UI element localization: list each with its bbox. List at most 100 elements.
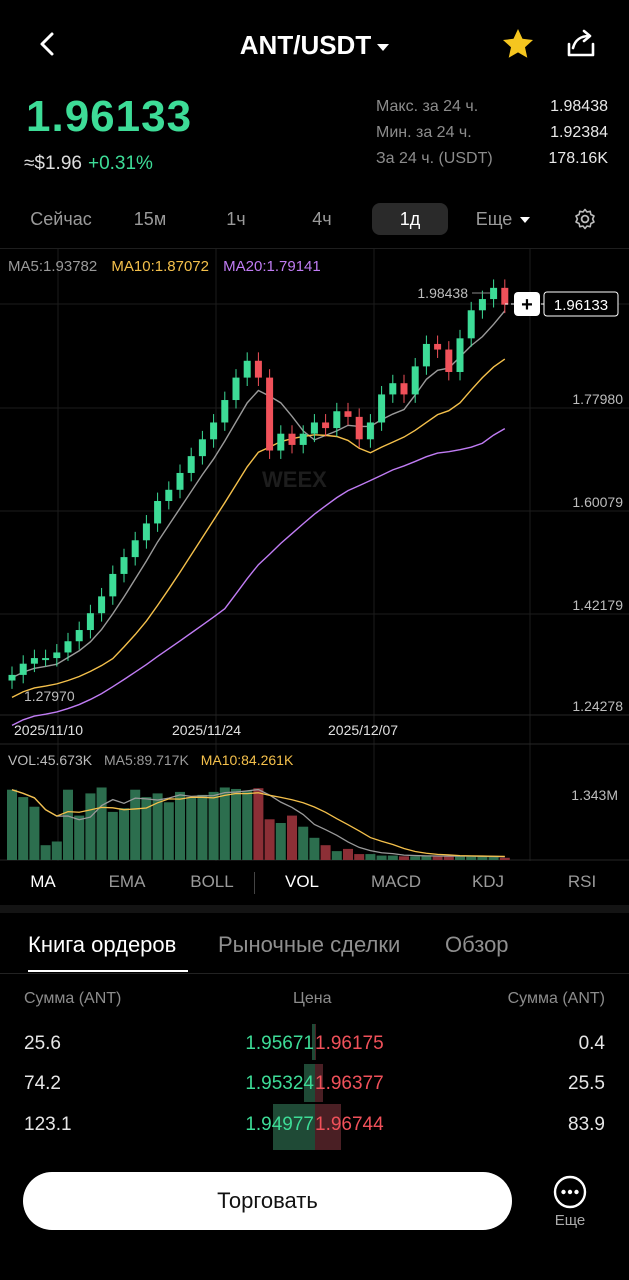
price-axis-label: 1.60079 (572, 494, 623, 510)
date-axis-label: 2025/11/24 (172, 722, 241, 738)
candle-body (53, 652, 61, 659)
indicator-boll[interactable]: BOLL (190, 872, 234, 891)
indicator-rsi[interactable]: RSI (567, 872, 597, 891)
candle-body (490, 287, 498, 300)
vol-value: VOL:45.673K (8, 752, 93, 768)
tab-timeframe-4h[interactable]: 4ч (312, 209, 332, 229)
ask-depth-bar (315, 1024, 316, 1060)
candlestick-chart[interactable]: WEEX 1.77980 1.60079 1.42179 1.24278 2025/11… (0, 248, 629, 861)
chart-canvas[interactable]: WEEX 1.77980 1.60079 1.42179 1.24278 2025/11… (0, 249, 629, 861)
ask-amount-header: Сумма (ANT) (507, 990, 605, 1007)
candle-body (389, 383, 397, 395)
candle-body (109, 573, 117, 597)
crosshair-button (514, 292, 540, 316)
volume-bar (141, 797, 152, 860)
tab-orderbook[interactable]: Книга ордеров (28, 932, 177, 957)
tab-market-trades[interactable]: Рыночные сделки (218, 932, 401, 957)
ask-amount: 0.4 (578, 1033, 605, 1054)
bid-price: 1.95671 (245, 1033, 314, 1054)
timeframe-more-dropdown[interactable]: Еще (466, 203, 540, 235)
trade-button[interactable]: Торговать (23, 1172, 512, 1230)
indicator-ma[interactable]: MA (30, 872, 56, 891)
candle-body (176, 472, 184, 490)
orderbook-row[interactable]: 25.6 1.95671 1.96175 0.4 (0, 1025, 629, 1065)
candle-body (378, 394, 386, 423)
bid-amount-header: Сумма (ANT) (24, 990, 122, 1007)
candle-body (98, 596, 106, 614)
tab-overview[interactable]: Обзор (445, 932, 509, 957)
volume-bar (410, 856, 421, 860)
candle-body (64, 641, 72, 653)
price-usd-line: ≈$1.96 +0.31% (24, 153, 153, 175)
price-axis-label: 1.24278 (572, 698, 623, 714)
usd-price: ≈$1.96 (24, 153, 82, 174)
stat-high: Макс. за 24 ч. 1.98438 (376, 96, 608, 122)
star-icon (503, 29, 533, 58)
indicator-ema[interactable]: EMA (108, 872, 146, 891)
more-label: Еще (475, 209, 513, 229)
candle-body (422, 343, 430, 367)
volume-bar (421, 855, 432, 860)
candle-body (30, 658, 38, 664)
candle-body (299, 433, 307, 445)
ask-price: 1.96377 (315, 1073, 384, 1094)
candle-body (355, 416, 363, 440)
stat-label: Макс. за 24 ч. (376, 98, 479, 115)
vol-ma10-line (11, 789, 505, 858)
candle-body (322, 422, 330, 429)
indicator-vol[interactable]: VOL (284, 872, 320, 891)
bid-amount: 74.2 (24, 1073, 61, 1094)
volume-bar (29, 806, 40, 860)
volume-bar (343, 848, 353, 860)
volume-bar (231, 788, 241, 860)
candle-body (478, 299, 486, 311)
more-button[interactable]: Еще (545, 1172, 595, 1234)
chart-settings-button[interactable] (568, 203, 602, 235)
bid-amount: 123.1 (24, 1114, 72, 1135)
volume-bar (443, 856, 454, 860)
vol-ma5-line (11, 788, 505, 858)
timeframe-bar: Сейчас 15м 1ч 4ч 1д Еще (0, 203, 629, 241)
pair-title: ANT/USDT (239, 30, 372, 60)
back-button[interactable] (30, 26, 66, 62)
tab-timeframe-now[interactable]: Сейчас (30, 209, 92, 229)
pair-selector[interactable]: ANT/USDT (0, 30, 629, 61)
volume-bar (287, 815, 297, 860)
more-label: Еще (554, 1212, 586, 1229)
volume-bar (7, 789, 17, 860)
price-axis-label: 1.42179 (572, 597, 623, 613)
candle-body (366, 422, 374, 440)
indicator-kdj[interactable]: KDJ (471, 872, 505, 891)
volume-bar (499, 857, 510, 860)
candle-body (445, 349, 453, 372)
bid-price: 1.95324 (245, 1073, 314, 1094)
volume-bar (175, 791, 185, 860)
volume-bar (85, 793, 96, 860)
bid-depth-bar (304, 1064, 315, 1102)
candle-body (210, 422, 218, 440)
date-axis-label: 2025/11/10 (14, 722, 83, 738)
section-divider (0, 905, 629, 913)
volume-bar (186, 797, 197, 860)
orderbook-row[interactable]: 74.2 1.95324 1.96377 25.5 (0, 1065, 629, 1105)
indicator-macd[interactable]: MACD (370, 872, 422, 891)
caret-down-icon (377, 43, 390, 51)
candle-body (344, 411, 352, 417)
tab-timeframe-15m[interactable]: 15м (133, 209, 167, 229)
volume-bar (51, 841, 62, 860)
candle-body (467, 310, 475, 339)
bid-depth-bar (273, 1104, 315, 1150)
favorite-button[interactable] (500, 26, 536, 62)
chevron-left-icon (40, 32, 54, 56)
orderbook-row[interactable]: 123.1 1.94977 1.96744 83.9 (0, 1106, 629, 1146)
candle-body (254, 360, 262, 378)
price-header: Цена (293, 990, 332, 1007)
tab-timeframe-1h[interactable]: 1ч (226, 209, 246, 229)
candle-body (75, 630, 83, 642)
stat-volume: За 24 ч. (USDT) 178.16K (376, 148, 608, 174)
vol-ma10-value: MA10:84.261K (200, 752, 294, 768)
tab-timeframe-1d[interactable]: 1д (372, 203, 448, 235)
volume-bar (197, 794, 208, 860)
share-button[interactable] (563, 26, 599, 62)
more-dots-icon (553, 1175, 587, 1209)
